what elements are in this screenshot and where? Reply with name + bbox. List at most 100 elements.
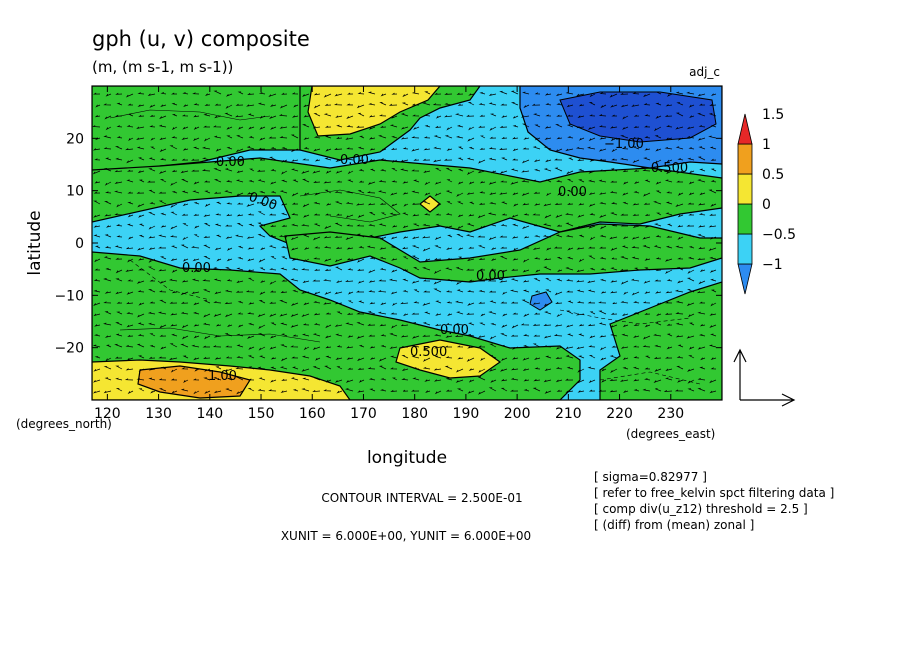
vector-arrow xyxy=(479,225,486,230)
vector-arrow xyxy=(158,200,167,205)
vector-arrow xyxy=(445,323,453,326)
vector-arrow xyxy=(192,258,200,262)
vector-arrow xyxy=(301,333,310,337)
vector-arrow xyxy=(578,324,585,327)
vector-arrow xyxy=(620,300,629,304)
vector-arrow xyxy=(698,125,706,128)
vector-arrow xyxy=(412,335,420,339)
vector-arrow xyxy=(237,324,244,328)
vector-arrow xyxy=(213,278,222,282)
vector-arrow xyxy=(103,301,112,304)
vector-arrow xyxy=(623,181,629,185)
colorbar-bin xyxy=(737,263,753,295)
field-region-blue-spot xyxy=(529,291,553,311)
vector-arrow xyxy=(160,225,167,228)
vector-arrow xyxy=(457,181,464,185)
vector-arrow xyxy=(478,289,486,293)
vector-arrow xyxy=(238,126,244,130)
vector-arrow xyxy=(565,346,574,350)
vector-arrow xyxy=(226,180,233,183)
vector-arrow xyxy=(543,146,552,150)
vector-arrow xyxy=(578,137,585,141)
vector-arrow xyxy=(675,146,684,150)
vector-arrow xyxy=(466,170,475,175)
vector-arrow xyxy=(114,170,123,173)
vector-arrow xyxy=(247,277,255,282)
vector-arrow xyxy=(270,357,277,360)
vector-arrow xyxy=(446,278,453,282)
vector-arrow xyxy=(543,203,552,207)
vector-arrow xyxy=(675,126,684,130)
reference-vector-u xyxy=(740,393,796,407)
vector-arrow xyxy=(334,379,343,383)
vector-arrow xyxy=(686,302,695,307)
vector-arrow xyxy=(270,335,277,339)
vector-arrow xyxy=(225,267,233,271)
vector-arrow xyxy=(169,343,178,348)
vector-arrow xyxy=(598,389,607,392)
vector-arrow xyxy=(94,115,101,118)
vector-arrow xyxy=(401,102,409,106)
vector-arrow xyxy=(279,190,288,194)
vector-arrow xyxy=(620,134,629,139)
vector-arrow xyxy=(323,181,332,184)
vector-arrow xyxy=(542,234,552,238)
vector-arrow xyxy=(422,266,431,271)
vector-arrow xyxy=(468,368,475,371)
colorbar: −1−0.500.511.5 xyxy=(737,107,796,295)
vector-arrow xyxy=(103,135,112,139)
vector-arrow xyxy=(545,179,552,183)
vector-arrow xyxy=(576,93,585,97)
vector-arrow xyxy=(368,223,376,227)
vector-arrow xyxy=(444,225,453,229)
vector-arrow xyxy=(545,103,552,106)
vector-arrow xyxy=(257,179,266,183)
vector-arrow xyxy=(687,388,695,392)
vector-arrow xyxy=(510,334,519,337)
vector-arrow xyxy=(674,389,684,392)
vector-arrow xyxy=(203,223,211,227)
vector-arrow xyxy=(115,387,123,392)
vector-arrow xyxy=(675,335,684,338)
vector-arrow xyxy=(501,157,508,161)
vector-arrow xyxy=(609,126,618,129)
vector-arrow xyxy=(413,267,420,271)
colorbar-bin xyxy=(737,143,753,175)
vector-arrow xyxy=(291,267,299,271)
vector-arrow xyxy=(467,258,475,262)
vector-arrow xyxy=(225,224,232,227)
vector-arrow xyxy=(203,356,211,359)
vector-arrow xyxy=(201,146,211,150)
vector-arrow xyxy=(114,213,123,216)
vector-arrow xyxy=(491,170,497,174)
vector-arrow xyxy=(214,103,222,106)
vector-arrow xyxy=(279,104,288,109)
vector-arrow xyxy=(158,356,167,359)
field-region-green-se xyxy=(599,281,722,400)
vector-arrow xyxy=(620,92,629,95)
colorbar-bin xyxy=(737,233,753,265)
vector-arrow xyxy=(402,93,409,98)
vector-arrow xyxy=(523,344,530,348)
vector-arrow xyxy=(226,202,233,205)
vector-arrow xyxy=(609,378,618,381)
vector-arrow xyxy=(621,333,629,337)
vector-arrow xyxy=(554,324,563,327)
vector-arrow xyxy=(666,191,673,194)
vector-arrow xyxy=(182,126,189,130)
vector-arrow xyxy=(104,291,112,294)
vector-arrow xyxy=(576,301,585,304)
vector-arrow xyxy=(301,313,310,318)
vector-arrow xyxy=(202,279,211,282)
vector-arrow xyxy=(159,256,167,260)
vector-arrow xyxy=(654,279,662,282)
vector-arrow xyxy=(567,247,574,251)
vector-arrow xyxy=(159,137,167,141)
vector-arrow xyxy=(103,365,112,370)
vector-arrow xyxy=(214,357,222,360)
vector-arrow xyxy=(312,365,321,370)
vector-arrow xyxy=(543,335,552,339)
vector-arrow xyxy=(269,115,277,119)
vector-arrow xyxy=(445,335,453,338)
vector-arrow xyxy=(653,167,662,172)
